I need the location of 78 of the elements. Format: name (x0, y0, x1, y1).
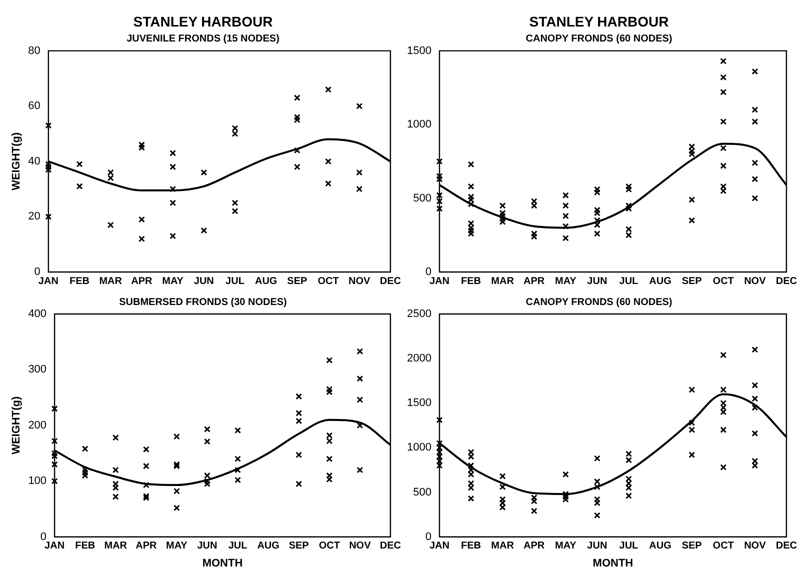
y-tick-label: 2500 (406, 308, 432, 320)
x-tick-label: JUN (194, 276, 214, 287)
x-tick-label: FEB (461, 276, 482, 287)
x-tick-label: OCT (712, 276, 734, 287)
x-tick-label: DEC (380, 540, 402, 552)
chart-subtitle: CANOPY FRONDS (60 NODES) (526, 34, 672, 45)
x-tick-label: DEC (776, 540, 798, 552)
y-tick-label: 40 (28, 155, 40, 168)
x-axis-title: MONTH (202, 557, 243, 570)
y-tick-label: 100 (28, 475, 47, 488)
x-tick-label: SEP (682, 540, 702, 552)
y-tick-label: 2000 (406, 352, 432, 365)
y-tick-label: 0 (425, 530, 432, 543)
y-axis-title: WEIGHT(g) (10, 132, 23, 190)
x-tick-label: FEB (461, 540, 482, 552)
x-tick-label: JAN (429, 540, 450, 552)
x-tick-label: MAR (104, 540, 128, 552)
chart-title: STANLEY HARBOUR (133, 13, 273, 30)
y-tick-label: 20 (28, 210, 40, 223)
x-tick-label: SEP (682, 276, 702, 287)
x-tick-label: FEB (75, 540, 96, 552)
x-tick-label: MAR (491, 540, 515, 552)
x-tick-label: AUG (649, 540, 672, 552)
x-tick-label: JAN (44, 540, 65, 552)
x-tick-label: OCT (318, 276, 339, 287)
x-tick-label: MAR (99, 276, 123, 287)
y-tick-label: 500 (413, 486, 432, 498)
x-tick-label: JUN (587, 276, 608, 287)
x-tick-label: JUL (619, 276, 638, 287)
y-tick-label: 80 (28, 44, 40, 57)
y-tick-label: 1500 (406, 44, 432, 57)
y-tick-label: 0 (40, 530, 47, 543)
y-tick-label: 400 (28, 308, 47, 320)
y-axis-title: WEIGHT(g) (10, 396, 23, 454)
y-tick-label: 1500 (406, 397, 432, 410)
x-tick-label: JUN (587, 540, 608, 552)
x-tick-label: AUG (254, 276, 278, 287)
x-tick-label: MAY (162, 276, 184, 287)
x-tick-label: APR (136, 540, 158, 552)
x-tick-label: JAN (38, 276, 58, 287)
x-tick-label: APR (524, 276, 546, 287)
y-tick-label: 0 (34, 266, 40, 278)
x-tick-label: MAY (554, 540, 577, 552)
x-tick-label: MAR (491, 276, 515, 287)
y-tick-label: 300 (28, 364, 47, 376)
y-tick-label: 200 (28, 419, 47, 432)
x-tick-label: SEP (287, 276, 308, 287)
x-tick-label: JUN (197, 540, 218, 552)
x-tick-label: SEP (288, 540, 310, 552)
x-tick-label: OCT (318, 540, 340, 552)
y-tick-label: 60 (28, 100, 40, 112)
x-tick-label: NOV (744, 540, 766, 552)
x-tick-label: DEC (380, 276, 402, 287)
x-tick-label: FEB (70, 276, 90, 287)
chart-subtitle: JUVENILE FRONDS (15 NODES) (126, 34, 280, 45)
x-tick-label: JUL (228, 540, 248, 552)
y-tick-label: 1000 (406, 442, 432, 454)
x-axis-title: MONTH (592, 557, 634, 570)
x-tick-label: AUG (649, 276, 672, 287)
y-tick-label: 1000 (406, 118, 432, 131)
chart-subtitle: CANOPY FRONDS (60 NODES) (526, 296, 672, 308)
x-tick-label: JUL (619, 540, 638, 552)
x-tick-label: MAY (554, 276, 577, 287)
x-tick-label: APR (524, 540, 546, 552)
x-tick-label: OCT (712, 540, 734, 552)
x-tick-label: NOV (348, 276, 371, 287)
y-tick-label: 500 (413, 192, 432, 204)
x-tick-label: AUG (257, 540, 280, 552)
chart-subtitle: SUBMERSED FRONDS (30 NODES) (119, 296, 287, 308)
y-tick-label: 0 (425, 266, 432, 278)
x-tick-label: NOV (744, 276, 766, 287)
x-tick-label: JUL (226, 276, 244, 287)
x-tick-label: APR (131, 276, 154, 287)
x-tick-label: JAN (429, 276, 450, 287)
x-tick-label: NOV (349, 540, 372, 552)
x-tick-label: DEC (776, 276, 798, 287)
x-tick-label: MAY (166, 540, 188, 552)
chart-title: STANLEY HARBOUR (529, 13, 669, 30)
